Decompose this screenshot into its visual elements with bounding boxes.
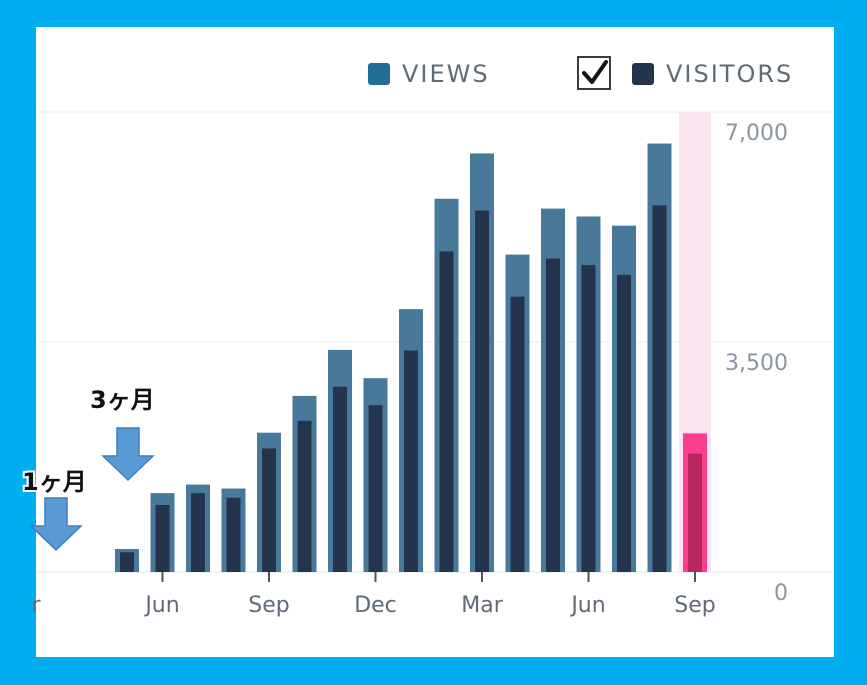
x-tick-label: Dec [354, 593, 397, 618]
y-tick-label: 3,500 [725, 351, 788, 376]
legend-views-label: VIEWS [402, 60, 490, 88]
x-tick-label: r [31, 593, 41, 618]
visitors-bar [652, 205, 667, 573]
x-tick-label: Mar [461, 593, 503, 618]
visitors-bar [155, 504, 170, 572]
legend-views[interactable]: VIEWS [368, 60, 490, 88]
visitors-bar [191, 493, 205, 572]
visitors-bar [510, 296, 525, 572]
checkmark-icon [582, 60, 608, 84]
visitors-checkbox[interactable] [577, 56, 611, 90]
annotation-1-month: 1ヶ月 [22, 468, 87, 496]
down-arrow-icon [101, 427, 155, 482]
visitors-bar [404, 350, 418, 572]
visitors-bar [546, 258, 560, 572]
visitors-bar [439, 251, 454, 573]
legend-visitors-label: VISITORS [666, 60, 794, 88]
visitors-swatch-icon [632, 63, 654, 85]
x-tick-label: Sep [248, 593, 289, 618]
visitors-bar [475, 210, 489, 573]
visitors-bar [688, 453, 702, 572]
visitors-bar [617, 274, 631, 572]
visitors-bar [333, 386, 347, 572]
visitors-bar [581, 265, 596, 572]
visitors-bar [262, 448, 276, 572]
annotation-3-months: 3ヶ月 [90, 386, 155, 414]
y-tick-label: 0 [774, 581, 788, 606]
x-tick-label: Jun [569, 593, 605, 618]
visitors-bar [226, 497, 241, 572]
x-tick-label: Jun [143, 593, 179, 618]
visitors-bar [297, 420, 312, 572]
visitors-bar [120, 552, 134, 572]
visitors-bar [368, 405, 383, 572]
views-swatch-icon [368, 63, 390, 85]
x-tick-label: Sep [674, 593, 715, 618]
y-tick-label: 7,000 [725, 121, 788, 146]
legend-visitors[interactable]: VISITORS [632, 60, 793, 88]
down-arrow-icon [29, 497, 83, 552]
